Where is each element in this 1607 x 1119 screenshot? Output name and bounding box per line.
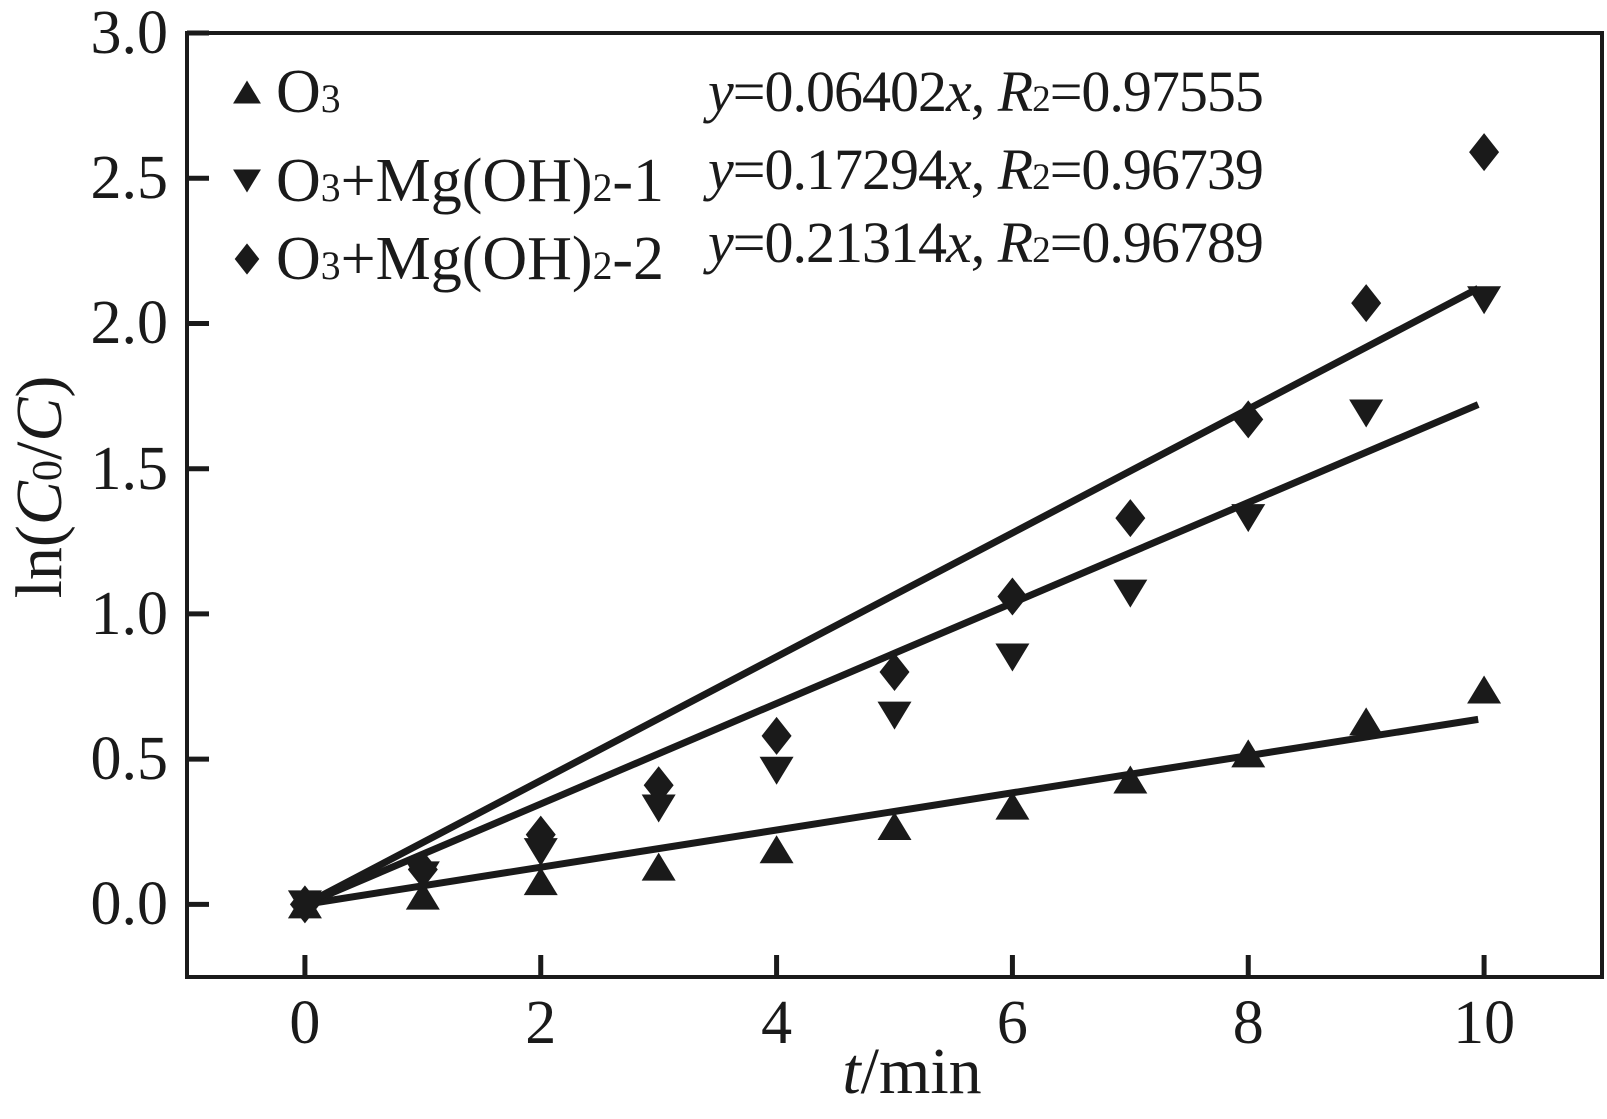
data-point-marker-series-1 [1231, 739, 1266, 768]
data-point-marker-series-1 [1467, 675, 1502, 704]
data-point-marker-series-2 [1113, 579, 1148, 608]
data-point-marker-series-3 [1233, 400, 1264, 439]
data-point-marker-series-2 [1467, 286, 1502, 315]
legend-label: O3 [276, 58, 341, 126]
fit-line-series-2 [303, 401, 1480, 908]
x-tick-label: 0 [289, 989, 321, 1057]
fit-equation: y=0.21314x, R2=0.96789 [708, 210, 1264, 275]
legend-label: O3+Mg(OH)2-2 [276, 225, 665, 293]
data-point-marker-series-1 [1113, 765, 1148, 794]
fit-equation: y=0.17294x, R2=0.96739 [708, 137, 1264, 202]
data-point-marker-series-1 [405, 881, 440, 910]
y-tick-label: 0.5 [90, 725, 169, 794]
x-tick-label: 6 [996, 989, 1028, 1057]
data-point-marker-series-1 [641, 852, 676, 881]
data-point-marker-series-1 [995, 791, 1030, 820]
y-tick-label: 3.0 [90, 0, 169, 67]
data-point-marker-series-3 [761, 716, 792, 755]
fit-line-series-3 [303, 285, 1480, 908]
data-point-marker-series-3 [525, 815, 556, 854]
plot-frame [185, 31, 1604, 979]
legend-marker-diamond [234, 243, 260, 275]
y-tick-label: 2.5 [90, 144, 169, 213]
y-tick-label: 1.5 [90, 434, 169, 503]
data-point-marker-series-2 [759, 756, 794, 785]
y-tick-label: 2.0 [90, 289, 169, 358]
legend-label: O3+Mg(OH)2-1 [276, 147, 665, 215]
data-point-marker-series-1 [877, 811, 912, 840]
data-point-marker-series-3 [1115, 499, 1146, 538]
x-tick-label: 10 [1453, 989, 1516, 1057]
data-point-marker-series-3 [289, 885, 320, 924]
x-axis-title-text: t/min [842, 1035, 982, 1108]
x-tick-label: 4 [761, 989, 793, 1057]
fit-line-series-1 [304, 715, 1479, 908]
legend-marker-triangle-down [233, 169, 261, 193]
data-point-marker-series-1 [523, 867, 558, 896]
y-tick-label: 0.0 [90, 870, 169, 939]
data-point-marker-series-3 [643, 766, 674, 805]
data-point-marker-series-2 [1231, 504, 1266, 533]
data-point-marker-series-2 [877, 701, 912, 730]
data-point-marker-series-1 [1349, 707, 1384, 736]
legend-marker-triangle-up [233, 80, 261, 104]
data-point-marker-series-1 [759, 835, 794, 864]
data-point-marker-series-2 [1349, 399, 1384, 428]
fit-equation: y=0.06402x, R2=0.97555 [708, 59, 1264, 124]
x-tick-label: 8 [1232, 989, 1264, 1057]
data-point-marker-series-2 [641, 794, 676, 823]
y-tick-label: 1.0 [90, 579, 169, 648]
data-point-marker-series-3 [997, 577, 1028, 616]
data-point-marker-series-3 [1469, 133, 1500, 172]
data-point-marker-series-2 [995, 643, 1030, 672]
data-point-marker-series-3 [1351, 284, 1382, 323]
data-point-marker-series-3 [407, 850, 438, 889]
x-tick-label: 2 [525, 989, 557, 1057]
data-point-marker-series-3 [879, 653, 910, 692]
